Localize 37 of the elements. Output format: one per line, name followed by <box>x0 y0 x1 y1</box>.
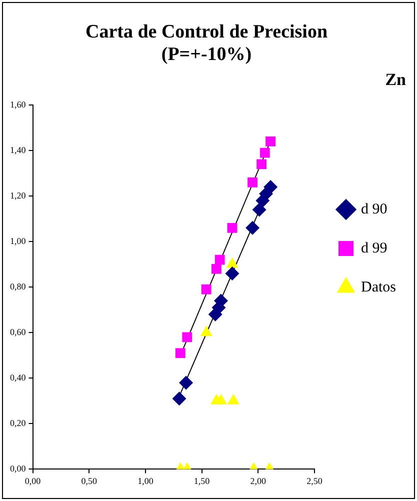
point <box>212 264 222 274</box>
point <box>214 394 228 404</box>
chart-title: Carta de Control de Precision (P=+-10%) <box>85 21 328 66</box>
point <box>227 394 240 404</box>
x-tick-label: 2,50 <box>306 476 323 486</box>
y-tick-label: 0,80 <box>10 281 26 292</box>
text: Zn <box>385 70 407 90</box>
legend-label: Datos <box>361 279 396 296</box>
y-tick-label: 0,20 <box>10 418 26 428</box>
legend-label: d 99 <box>361 240 388 256</box>
x-tick-label: 0,50 <box>81 476 98 486</box>
y-tick-label: 0,00 <box>10 464 26 474</box>
point <box>182 332 192 342</box>
legend-label: d 90 <box>361 201 388 218</box>
point <box>264 180 278 194</box>
y-tick-label: 0,40 <box>10 372 26 383</box>
point <box>246 220 260 235</box>
x-tick-label: 1,50 <box>194 476 210 486</box>
x-tick-label: 2,00 <box>250 476 267 486</box>
y-tick-label: 1,00 <box>10 236 26 246</box>
y-tick-label: 1,60 <box>10 99 26 110</box>
point <box>252 202 266 217</box>
y-tick-label: 0,60 <box>10 326 26 337</box>
point <box>227 222 238 233</box>
y-tick-label: 1,40 <box>10 144 26 155</box>
point <box>201 284 212 294</box>
point <box>248 177 258 188</box>
point <box>266 136 276 146</box>
point <box>200 326 212 336</box>
x-tick-label: 0,00 <box>24 476 42 486</box>
point <box>226 257 238 268</box>
point <box>214 254 225 265</box>
x-tick-label: 1,00 <box>138 476 154 486</box>
point <box>260 148 270 158</box>
point <box>256 159 266 170</box>
point <box>225 266 240 280</box>
y-tick-label: 1,20 <box>10 190 26 200</box>
